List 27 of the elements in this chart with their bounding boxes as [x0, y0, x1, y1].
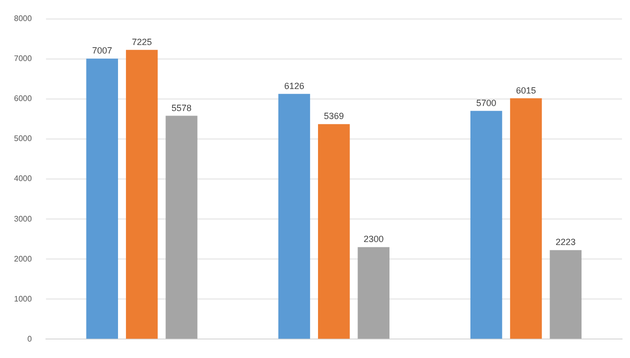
y-tick-label: 5000 — [14, 134, 32, 144]
data-label: 5578 — [172, 102, 192, 113]
data-label: 5369 — [324, 111, 344, 122]
bar — [358, 247, 390, 339]
bar — [278, 94, 310, 339]
data-label: 5700 — [476, 98, 496, 108]
bar — [550, 250, 582, 339]
y-tick-label: 7000 — [14, 54, 32, 64]
bar — [126, 50, 158, 339]
bar — [510, 98, 542, 339]
data-label: 2223 — [556, 237, 576, 248]
y-tick-label: 8000 — [14, 14, 32, 24]
data-label: 7007 — [92, 46, 112, 56]
bar — [470, 110, 502, 339]
data-label: 6015 — [516, 85, 536, 96]
y-tick-label: 0 — [27, 334, 32, 344]
bar — [166, 116, 198, 339]
y-tick-label: 1000 — [14, 294, 32, 304]
bar — [318, 124, 350, 339]
y-tick-label: 3000 — [14, 214, 32, 224]
data-label: 7225 — [132, 36, 152, 47]
y-tick-label: 6000 — [14, 94, 32, 104]
data-label: 2300 — [364, 234, 384, 244]
data-label: 6126 — [284, 80, 304, 91]
y-tick-label: 2000 — [14, 254, 32, 264]
bar — [86, 58, 118, 339]
y-tick-label: 4000 — [14, 174, 32, 184]
